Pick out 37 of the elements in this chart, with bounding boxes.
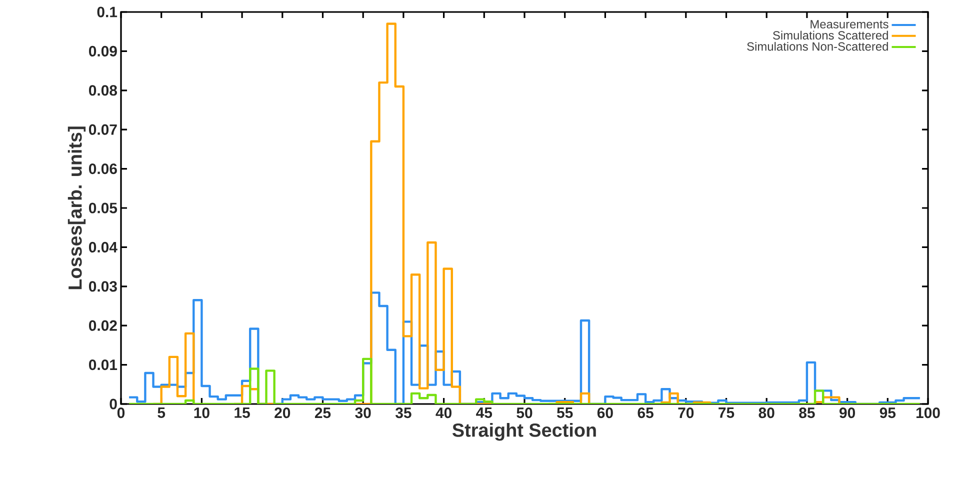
x-tick-label: 60 xyxy=(597,408,613,418)
y-tick-label: 0.05 xyxy=(88,202,118,214)
y-tick-label: 0.06 xyxy=(88,164,117,174)
y-tick-label: 0.04 xyxy=(88,242,118,252)
x-tick-label: 40 xyxy=(436,408,452,418)
x-tick-label: 5 xyxy=(158,408,166,418)
x-tick-label: 15 xyxy=(234,408,250,418)
y-tick-label: 0.09 xyxy=(88,46,117,56)
x-tick-label: 35 xyxy=(395,408,412,418)
x-tick-label: 50 xyxy=(516,408,532,418)
x-tick-label: 20 xyxy=(274,408,290,418)
x-tick-label: 70 xyxy=(678,408,694,418)
x-tick-label: 45 xyxy=(476,408,492,418)
x-tick-label: 80 xyxy=(758,408,774,418)
legend-label: Simulations Non-Scattered xyxy=(747,42,888,51)
y-axis-title: Losses[arb. units] xyxy=(68,126,86,290)
x-tick-label: 90 xyxy=(840,408,855,418)
x-tick-label: 25 xyxy=(314,408,331,418)
y-tick-label: 0.02 xyxy=(88,320,117,331)
x-tick-label: 10 xyxy=(194,408,210,418)
x-tick-label: 95 xyxy=(880,408,896,418)
y-tick-label: 0.08 xyxy=(88,85,118,96)
legend-label: Measurements xyxy=(810,20,888,28)
x-tick-label: 65 xyxy=(638,408,654,418)
y-tick-label: 0.03 xyxy=(88,281,117,292)
x-tick-label: 30 xyxy=(355,408,371,418)
x-tick-label: 55 xyxy=(557,408,573,418)
y-tick-label: 0.1 xyxy=(97,6,118,18)
x-axis-title: Straight Section xyxy=(452,422,596,441)
y-tick-label: 0 xyxy=(110,398,117,410)
x-tick-label: 85 xyxy=(799,408,815,418)
x-tick-label: 0 xyxy=(117,408,125,418)
y-tick-label: 0.07 xyxy=(88,124,117,135)
y-tick-label: 0.01 xyxy=(88,360,118,370)
legend-label: Simulations Scattered xyxy=(773,30,888,40)
x-tick-label: 75 xyxy=(718,408,734,418)
x-tick-label: 100 xyxy=(916,408,940,418)
